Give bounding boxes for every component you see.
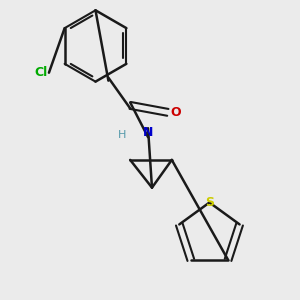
Text: O: O bbox=[170, 106, 181, 119]
Text: S: S bbox=[205, 196, 214, 209]
Text: N: N bbox=[143, 126, 153, 139]
Text: Cl: Cl bbox=[34, 66, 48, 79]
Text: H: H bbox=[118, 130, 126, 140]
